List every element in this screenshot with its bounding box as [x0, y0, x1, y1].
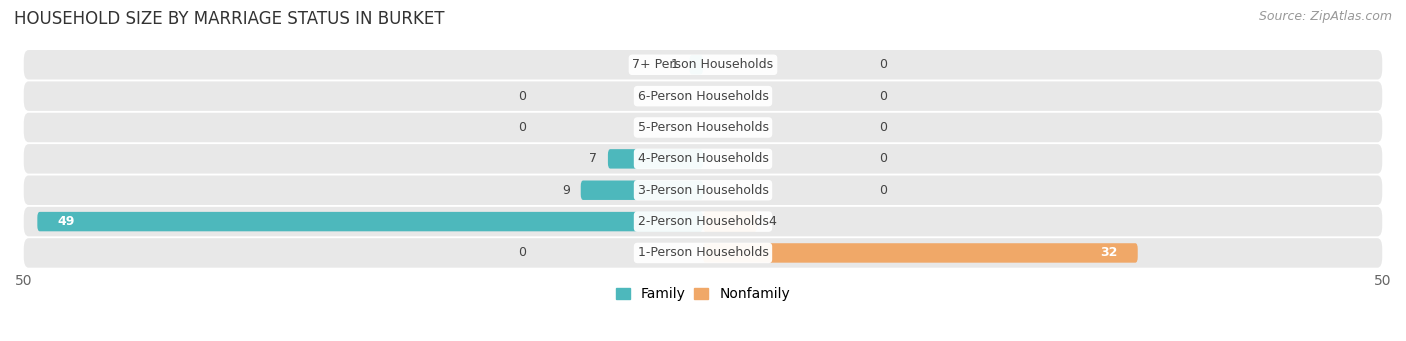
Text: 1: 1 — [671, 58, 679, 71]
Text: 9: 9 — [562, 184, 569, 197]
FancyBboxPatch shape — [24, 81, 1382, 111]
Text: 0: 0 — [519, 90, 526, 103]
Text: Source: ZipAtlas.com: Source: ZipAtlas.com — [1258, 10, 1392, 23]
Text: 0: 0 — [880, 184, 887, 197]
Text: 0: 0 — [880, 90, 887, 103]
Text: 49: 49 — [58, 215, 75, 228]
Text: 0: 0 — [519, 247, 526, 260]
Text: 6-Person Households: 6-Person Households — [637, 90, 769, 103]
Text: 2-Person Households: 2-Person Households — [637, 215, 769, 228]
FancyBboxPatch shape — [24, 238, 1382, 268]
FancyBboxPatch shape — [703, 243, 1137, 263]
Text: 7: 7 — [589, 152, 598, 165]
Text: 5-Person Households: 5-Person Households — [637, 121, 769, 134]
Text: 4-Person Households: 4-Person Households — [637, 152, 769, 165]
FancyBboxPatch shape — [24, 144, 1382, 174]
Text: HOUSEHOLD SIZE BY MARRIAGE STATUS IN BURKET: HOUSEHOLD SIZE BY MARRIAGE STATUS IN BUR… — [14, 10, 444, 28]
FancyBboxPatch shape — [38, 212, 703, 231]
FancyBboxPatch shape — [24, 176, 1382, 205]
Text: 0: 0 — [880, 152, 887, 165]
Text: 0: 0 — [519, 121, 526, 134]
Text: 0: 0 — [880, 58, 887, 71]
Text: 4: 4 — [768, 215, 776, 228]
Text: 1-Person Households: 1-Person Households — [637, 247, 769, 260]
Legend: Family, Nonfamily: Family, Nonfamily — [616, 287, 790, 301]
FancyBboxPatch shape — [581, 180, 703, 200]
FancyBboxPatch shape — [24, 113, 1382, 142]
Text: 3-Person Households: 3-Person Households — [637, 184, 769, 197]
FancyBboxPatch shape — [703, 212, 758, 231]
FancyBboxPatch shape — [24, 50, 1382, 79]
Text: 0: 0 — [880, 121, 887, 134]
FancyBboxPatch shape — [689, 55, 703, 74]
FancyBboxPatch shape — [24, 207, 1382, 236]
Text: 32: 32 — [1099, 247, 1118, 260]
Text: 7+ Person Households: 7+ Person Households — [633, 58, 773, 71]
FancyBboxPatch shape — [607, 149, 703, 168]
